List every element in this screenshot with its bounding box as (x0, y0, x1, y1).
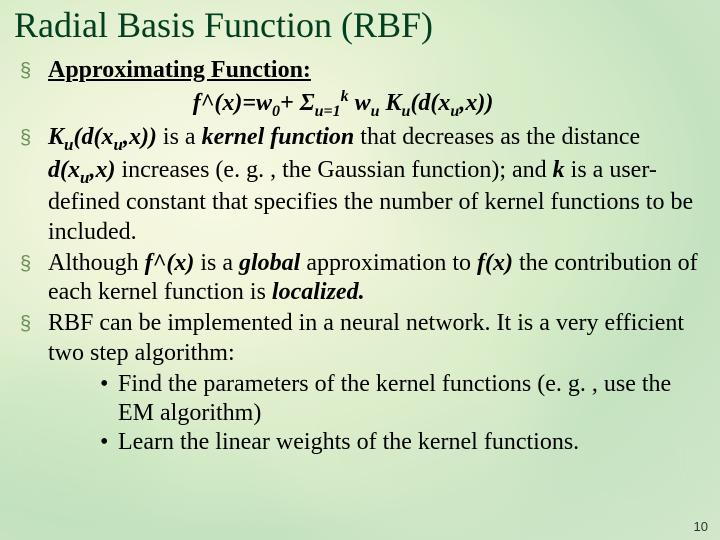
sub-list: • Find the parameters of the kernel func… (20, 370, 706, 458)
bullet-dot-icon: • (100, 370, 118, 399)
sub-item-2: • Learn the linear weights of the kernel… (100, 428, 706, 457)
bullet-2-body: Ku(d(xu,x)) is a kernel function that de… (48, 123, 706, 247)
bullet-1-label: Approximating Function: (48, 57, 311, 83)
sub-item-1-text: Find the parameters of the kernel functi… (118, 370, 706, 429)
slide-title: Radial Basis Function (RBF) (14, 6, 706, 46)
bullet-1: § Approximating Function: (20, 56, 706, 85)
bullet-dot-icon: • (100, 428, 118, 457)
section-icon: § (20, 249, 48, 276)
bullet-2: § Ku(d(xu,x)) is a kernel function that … (20, 123, 706, 247)
slide-number: 10 (694, 519, 708, 534)
formula: f^(x)=w0+ Σu=1k wu Ku(d(xu,x)) (20, 87, 706, 121)
slide-content: § Approximating Function: f^(x)=w0+ Σu=1… (14, 56, 706, 458)
section-icon: § (20, 309, 48, 336)
section-icon: § (20, 123, 48, 150)
bullet-4: § RBF can be implemented in a neural net… (20, 309, 706, 368)
bullet-3: § Although f^(x) is a global approximati… (20, 249, 706, 308)
sub-item-1: • Find the parameters of the kernel func… (100, 370, 706, 429)
bullet-4-body: RBF can be implemented in a neural netwo… (48, 309, 706, 368)
bullet-3-body: Although f^(x) is a global approximation… (48, 249, 706, 308)
section-icon: § (20, 56, 48, 83)
sub-item-2-text: Learn the linear weights of the kernel f… (118, 428, 579, 457)
